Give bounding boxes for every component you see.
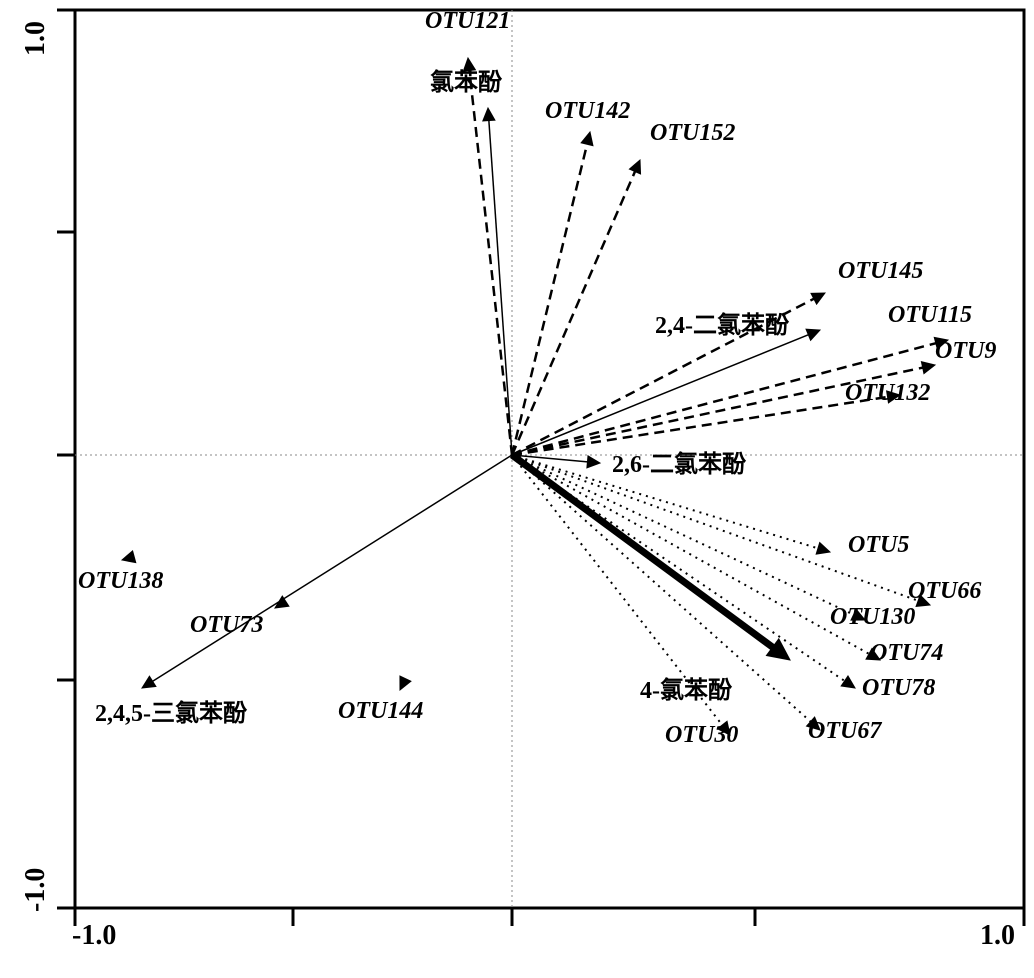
- vector-label-otu152: OTU152: [650, 120, 735, 147]
- vector-label-otu67: OTU67: [808, 718, 881, 745]
- vector-label-env4cp: 4-氯苯酚: [640, 670, 732, 705]
- vector-label-otu121: OTU121: [425, 8, 510, 35]
- vector-label-otu66: OTU66: [908, 578, 981, 605]
- vector-label-otu115: OTU115: [888, 302, 972, 329]
- vector-label-env26: 2,6-二氯苯酚: [612, 444, 746, 479]
- vector-label-env24: 2,4-二氯苯酚: [655, 305, 789, 340]
- biplot-svg: [0, 0, 1034, 978]
- vector-label-otu144: OTU144: [338, 698, 423, 725]
- vector-label-otu78: OTU78: [862, 675, 935, 702]
- vector-label-otu9: OTU9: [935, 338, 996, 365]
- vector-label-otu145: OTU145: [838, 258, 923, 285]
- vector-label-env1: 氯苯酚: [430, 62, 502, 97]
- y-axis-max-label: 1.0: [20, 21, 52, 56]
- vector-label-otu130: OTU130: [830, 604, 915, 631]
- biplot-container: -1.0 1.0 -1.0 1.0 OTU121 氯苯酚 OTU142 OTU152 O…: [0, 0, 1034, 978]
- vector-label-otu74: OTU74: [870, 640, 943, 667]
- vector-label-otu5: OTU5: [848, 532, 909, 559]
- vector-label-otu73: OTU73: [190, 612, 263, 639]
- vector-label-otu132: OTU132: [845, 380, 930, 407]
- x-axis-min-label: -1.0: [72, 920, 116, 952]
- vector-label-otu142: OTU142: [545, 98, 630, 125]
- vector-label-env245: 2,4,5-三氯苯酚: [95, 693, 247, 728]
- vector-label-otu138: OTU138: [78, 568, 163, 595]
- vector-label-otu30: OTU30: [665, 722, 738, 749]
- x-axis-max-label: 1.0: [980, 920, 1015, 952]
- y-axis-min-label: -1.0: [20, 868, 52, 912]
